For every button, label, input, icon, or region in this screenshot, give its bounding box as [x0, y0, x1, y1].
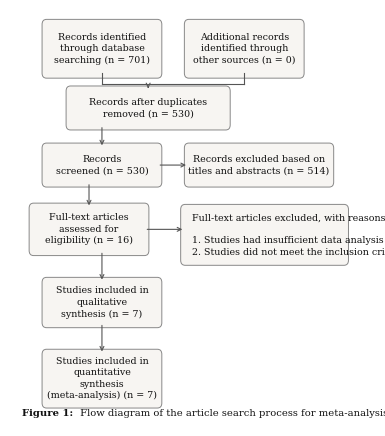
Text: Records after duplicates
removed (n = 530): Records after duplicates removed (n = 53… [89, 98, 207, 118]
Text: Studies included in
quantitative
synthesis
(meta-analysis) (n = 7): Studies included in quantitative synthes… [47, 357, 157, 400]
FancyBboxPatch shape [184, 19, 304, 78]
FancyBboxPatch shape [42, 143, 162, 187]
Text: Full-text articles excluded, with reasons (n = 9)

1. Studies had insufficient d: Full-text articles excluded, with reason… [192, 213, 385, 257]
Text: Records excluded based on
titles and abstracts (n = 514): Records excluded based on titles and abs… [188, 155, 330, 175]
Text: Full-text articles
assessed for
eligibility (n = 16): Full-text articles assessed for eligibil… [45, 213, 133, 245]
Text: Figure 1:: Figure 1: [22, 409, 74, 418]
FancyBboxPatch shape [29, 203, 149, 255]
Text: Records identified
through database
searching (n = 701): Records identified through database sear… [54, 33, 150, 65]
FancyBboxPatch shape [66, 86, 230, 130]
Text: Additional records
identified through
other sources (n = 0): Additional records identified through ot… [193, 33, 296, 65]
FancyBboxPatch shape [181, 204, 348, 265]
FancyBboxPatch shape [184, 143, 334, 187]
FancyBboxPatch shape [42, 19, 162, 78]
Text: Studies included in
qualitative
synthesis (n = 7): Studies included in qualitative synthesi… [55, 286, 148, 319]
Text: Flow diagram of the article search process for meta-analysis.: Flow diagram of the article search proce… [77, 409, 385, 418]
FancyBboxPatch shape [42, 277, 162, 328]
FancyBboxPatch shape [42, 349, 162, 408]
Text: Records
screened (n = 530): Records screened (n = 530) [55, 155, 148, 175]
